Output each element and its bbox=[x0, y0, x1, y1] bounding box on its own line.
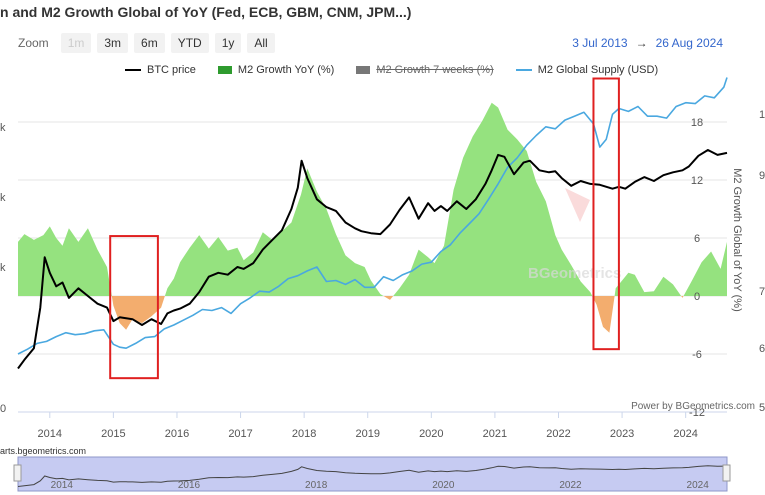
navigator-left-handle[interactable] bbox=[13, 464, 22, 482]
x-tick-label: 2020 bbox=[419, 428, 443, 440]
y-tick-label: -12 bbox=[689, 407, 705, 419]
navigator-year-labels: 2014 2016 2018 2020 2022 2024 bbox=[51, 480, 710, 491]
legend-label: M2 Global Supply (USD) bbox=[537, 64, 659, 76]
navigator-series bbox=[17, 465, 728, 487]
legend-swatch bbox=[515, 69, 532, 71]
legend: BTC price M2 Growth YoY (%) M2 Growth 7 … bbox=[125, 64, 658, 76]
legend-item-m2-global-supply[interactable]: M2 Global Supply (USD) bbox=[515, 64, 659, 76]
m2-global-supply-line bbox=[17, 77, 728, 355]
y-tick-label: 6 bbox=[694, 233, 700, 245]
y-axis-right: -12 -6 0 6 12 18 bbox=[689, 117, 705, 419]
zoom-label: Zoom bbox=[18, 36, 49, 50]
m2-growth-negative-area bbox=[18, 296, 727, 333]
range-arrow: → bbox=[635, 36, 648, 50]
x-tick-label: 2014 bbox=[38, 428, 62, 440]
highlight-boxes bbox=[109, 77, 620, 380]
watermark-text: BGeometrics bbox=[528, 265, 621, 282]
x-tick-label: 2021 bbox=[483, 428, 507, 440]
legend-item-m2-growth-yoy[interactable]: M2 Growth YoY (%) bbox=[217, 64, 335, 76]
right-axis-fragment: 7 bbox=[759, 286, 765, 298]
right-axis-fragment: 6 bbox=[759, 343, 765, 355]
legend-swatch bbox=[217, 66, 232, 74]
x-tick-label: 2022 bbox=[546, 428, 570, 440]
x-tick-label: 2015 bbox=[101, 428, 125, 440]
source-url: arts.bgeometrics.com bbox=[0, 446, 87, 456]
x-tick-label: 2016 bbox=[165, 428, 189, 440]
far-right-axis-fragments: 1 9 7 6 5 bbox=[759, 109, 765, 414]
legend-item-m2-growth-7-weeks[interactable]: M2 Growth 7 weeks (%) bbox=[356, 64, 494, 76]
navigator-year-label: 2022 bbox=[559, 480, 582, 491]
right-axis-fragment: 9 bbox=[759, 170, 765, 182]
zoom-1m-button[interactable]: 1m bbox=[60, 33, 92, 53]
watermark-logo bbox=[565, 188, 590, 222]
navigator-year-label: 2016 bbox=[178, 480, 201, 491]
range-from-input[interactable]: 3 Jul 2013 bbox=[572, 36, 628, 50]
zoom-bar: Zoom 1m 3m 6m YTD 1y All bbox=[18, 33, 275, 53]
m2-growth-area bbox=[18, 102, 727, 333]
left-axis-fragments: k k k 0 bbox=[0, 122, 6, 415]
y-axis-right-title: M2 Growth Global of YoY (%) bbox=[731, 168, 743, 311]
left-axis-fragment: k bbox=[0, 262, 6, 274]
legend-swatch bbox=[356, 66, 371, 74]
y-tick-label: 0 bbox=[694, 291, 700, 303]
y-tick-label: 18 bbox=[691, 117, 703, 129]
x-tick-label: 2017 bbox=[228, 428, 252, 440]
legend-item-btc-price[interactable]: BTC price bbox=[125, 64, 196, 76]
legend-label: BTC price bbox=[147, 64, 196, 76]
chart-title: n and M2 Growth Global of YoY (Fed, ECB,… bbox=[0, 4, 412, 20]
x-tick-label: 2024 bbox=[673, 428, 697, 440]
x-axis: 2014 2015 2016 2017 2018 2019 2020 2021 2022 2023… bbox=[18, 411, 727, 440]
watermark-layer: BGeometrics bbox=[528, 188, 621, 282]
chart-plot[interactable]: BGeometrics 2014 2015 2016 2017 2018 2019 2020… bbox=[0, 0, 765, 440]
lines bbox=[17, 77, 728, 370]
y-tick-label: -6 bbox=[692, 349, 702, 361]
zoom-3m-button[interactable]: 3m bbox=[97, 33, 129, 53]
legend-label: M2 Growth 7 weeks (%) bbox=[376, 64, 494, 76]
btc-price-line bbox=[17, 149, 728, 370]
x-tick-label: 2023 bbox=[610, 428, 634, 440]
navigator-right-handle[interactable] bbox=[722, 464, 731, 482]
navigator-year-label: 2018 bbox=[305, 480, 328, 491]
right-axis-fragment: 5 bbox=[759, 402, 765, 414]
m2-growth-positive-area bbox=[18, 102, 727, 296]
zoom-1y-button[interactable]: 1y bbox=[214, 33, 242, 53]
navigator-year-label: 2024 bbox=[687, 480, 710, 491]
zoom-ytd-button[interactable]: YTD bbox=[170, 33, 209, 53]
left-axis-fragment: k bbox=[0, 192, 6, 204]
y-tick-label: 12 bbox=[691, 175, 703, 187]
date-range: 3 Jul 2013 → 26 Aug 2024 bbox=[572, 36, 723, 50]
left-axis-fragment: 0 bbox=[0, 403, 6, 415]
x-tick-label: 2019 bbox=[355, 428, 379, 440]
navigator-year-label: 2020 bbox=[432, 480, 455, 491]
right-axis-fragment: 1 bbox=[759, 109, 765, 121]
zoom-6m-button[interactable]: 6m bbox=[134, 33, 165, 53]
navigator-year-label: 2014 bbox=[51, 480, 74, 491]
legend-label: M2 Growth YoY (%) bbox=[237, 64, 335, 76]
highlight-box-2 bbox=[592, 77, 620, 351]
zoom-all-button[interactable]: All bbox=[247, 33, 275, 53]
credit-link[interactable]: Power by BGeometrics.com bbox=[631, 401, 755, 412]
highlight-box-1 bbox=[109, 235, 159, 380]
legend-swatch bbox=[125, 69, 141, 71]
range-to-input[interactable]: 26 Aug 2024 bbox=[655, 36, 723, 50]
navigator[interactable]: 2014 2016 2018 2020 2022 2024 bbox=[0, 455, 765, 495]
x-tick-label: 2018 bbox=[292, 428, 316, 440]
left-axis-fragment: k bbox=[0, 122, 6, 134]
